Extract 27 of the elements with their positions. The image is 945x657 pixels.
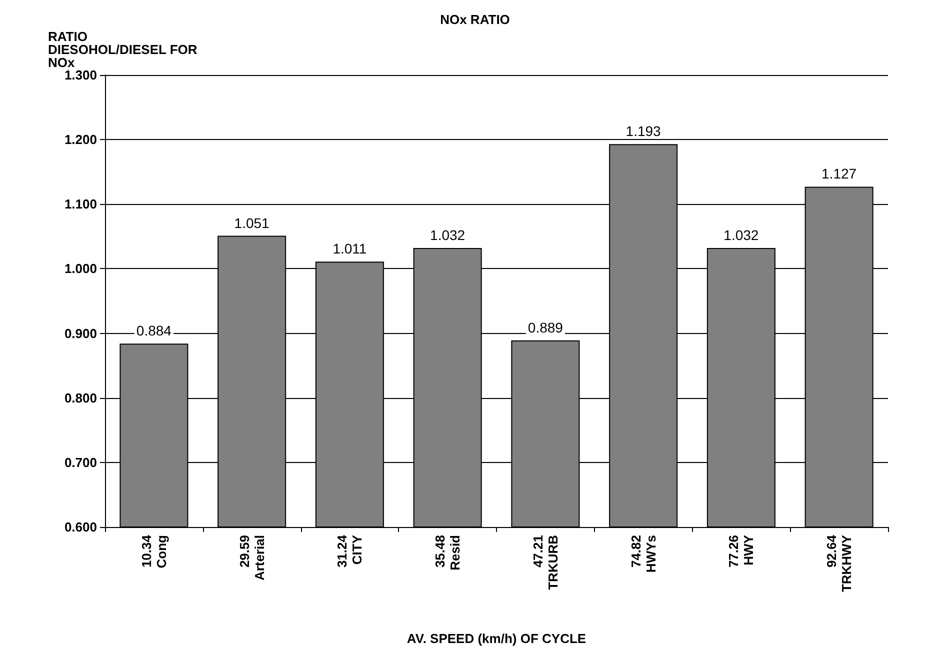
x-tick-label: 29.59 Arterial <box>236 535 267 581</box>
y-tick-label: 1.200 <box>64 132 97 148</box>
data-label: 1.032 <box>430 227 466 244</box>
y-tick-label: 0.800 <box>64 390 97 406</box>
x-tick-label: 77.26 HWY <box>726 534 756 568</box>
y-tick-label: 0.900 <box>64 326 97 341</box>
y-tick-label: 1.100 <box>64 196 97 212</box>
data-label: 1.193 <box>626 123 662 140</box>
y-axis-title: RATIO DIESOHOL/DIESEL FOR NOx <box>48 29 198 70</box>
data-label: 1.011 <box>332 240 367 257</box>
x-tick-label: 10.34 Cong <box>138 534 169 568</box>
x-tick-label: 74.82 HWYs <box>628 535 658 573</box>
x-axis-title: AV. SPEED (km/h) OF CYCLE <box>406 631 586 646</box>
y-tick-label: 1.300 <box>64 68 97 82</box>
y-tick-label: 1.000 <box>64 261 97 276</box>
data-label: 0.884 <box>136 322 172 339</box>
data-label: 1.127 <box>822 166 857 182</box>
data-label: 0.889 <box>528 319 564 336</box>
x-tick-label: 35.48 Resid <box>432 534 463 570</box>
data-label: 1.051 <box>234 214 270 231</box>
y-tick-label: 0.600 <box>64 520 97 534</box>
chart-title: NOx RATIO <box>440 12 510 27</box>
x-tick-label: 31.24 CITY <box>334 534 365 568</box>
data-label: 1.032 <box>724 227 759 244</box>
x-tick-label: 92.64 TRKHWY <box>824 534 854 592</box>
x-tick-label: 47.21 TRKURB <box>530 535 560 590</box>
y-tick-label: 0.700 <box>64 454 97 470</box>
